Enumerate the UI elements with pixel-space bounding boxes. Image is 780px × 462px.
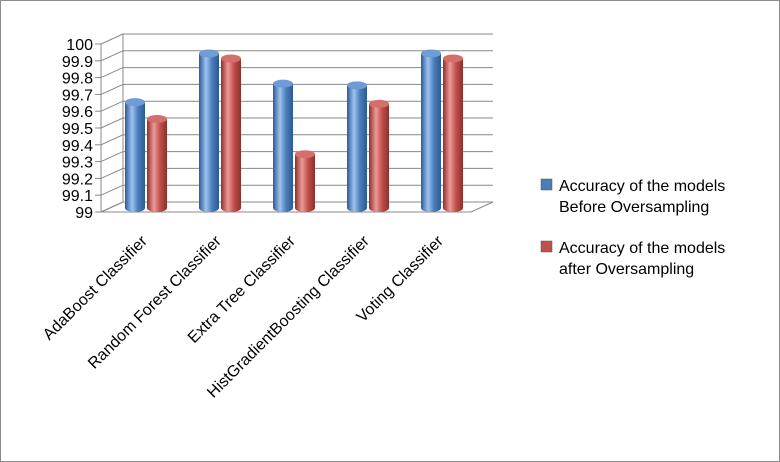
bar-top — [221, 54, 241, 63]
bar-after-0 — [147, 114, 167, 212]
y-tick-label: 99.6 — [62, 104, 93, 121]
bar-body — [369, 103, 389, 212]
bar-body — [347, 85, 367, 212]
bar-top — [369, 99, 389, 108]
bar-body — [125, 102, 145, 212]
legend: Accuracy of the models Before Oversamplin… — [540, 178, 725, 278]
y-tick-label: 99.4 — [62, 138, 93, 155]
legend-label: Accuracy of the models after Oversampling — [559, 240, 725, 278]
y-tick-label: 99.5 — [62, 121, 93, 138]
bar-after-2 — [295, 150, 315, 212]
bar-top — [421, 49, 441, 58]
bars — [125, 49, 463, 213]
gridline — [100, 100, 493, 112]
y-tick-label: 99.2 — [62, 171, 93, 188]
bar-body — [199, 53, 219, 212]
bar-top — [199, 49, 219, 58]
y-tick-label: 99.8 — [62, 71, 93, 88]
bar-top — [125, 98, 145, 107]
x-category-label: HistGradientBoosting Classifier — [204, 232, 373, 401]
legend-swatch — [540, 178, 553, 191]
bar-before-3 — [347, 81, 367, 212]
y-tick-label: 99.3 — [62, 155, 93, 172]
legend-entry-after: Accuracy of the models after Oversampling — [540, 240, 725, 278]
bar-body — [443, 58, 463, 213]
y-tick-label: 99 — [75, 205, 93, 222]
gridline — [100, 50, 493, 62]
bar-body — [273, 83, 293, 213]
bar-top — [443, 54, 463, 63]
y-axis-ticks: 9999.199.299.399.499.599.699.799.899.910… — [62, 37, 101, 222]
bar-top — [147, 114, 167, 123]
legend-entry-before: Accuracy of the models Before Oversamplin… — [540, 178, 725, 216]
x-category-label: Random Forest Classifier — [85, 232, 225, 372]
y-tick-label: 99.1 — [62, 188, 93, 205]
gridline — [100, 33, 493, 45]
gridline — [100, 67, 493, 79]
bar-after-4 — [443, 54, 463, 213]
bar-before-1 — [199, 49, 219, 212]
bar-body — [221, 58, 241, 213]
bar-before-4 — [421, 49, 441, 212]
y-tick-label: 100 — [66, 37, 93, 54]
bar-body — [147, 118, 167, 212]
bar-before-2 — [273, 79, 293, 213]
gridline — [100, 83, 493, 95]
bar-top — [347, 81, 367, 90]
bar-top — [295, 150, 315, 159]
bar-after-3 — [369, 99, 389, 212]
bar-top — [273, 79, 293, 88]
legend-label: Accuracy of the models Before Oversamplin… — [559, 178, 725, 216]
y-tick-label: 99.9 — [62, 54, 93, 71]
legend-swatch — [540, 240, 553, 253]
bar-before-0 — [125, 98, 145, 212]
y-tick-label: 99.7 — [62, 87, 93, 104]
bar-after-1 — [221, 54, 241, 213]
bar-body — [421, 53, 441, 212]
bar-body — [295, 154, 315, 212]
